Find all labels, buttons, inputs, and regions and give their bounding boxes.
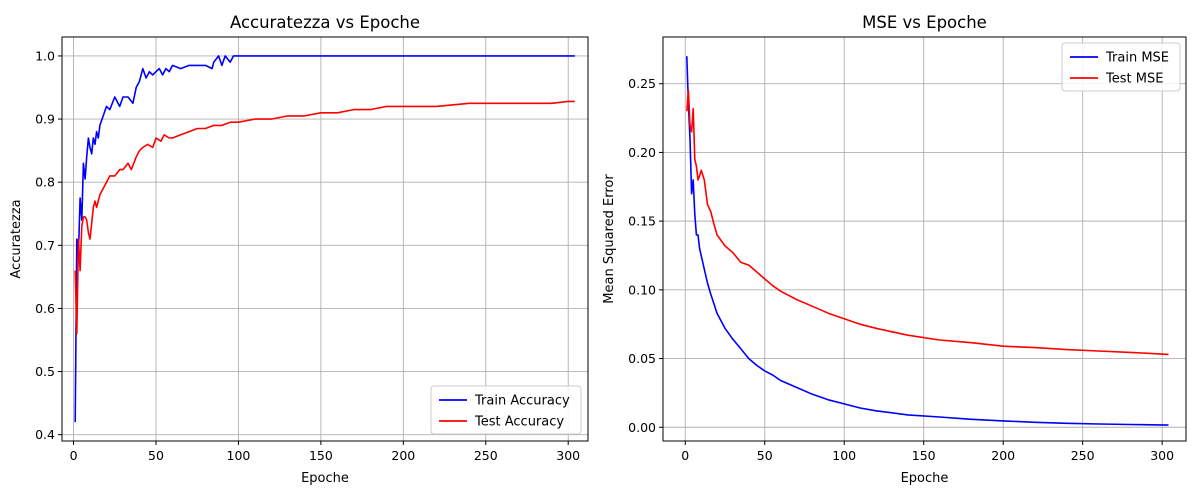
mse-y-tick-label: 0.20 [628, 145, 656, 160]
accuracy-x-tick-label: 150 [309, 448, 333, 463]
mse-legend: Train MSE Test MSE [1061, 42, 1181, 92]
mse-x-tick-label: 300 [1150, 448, 1174, 463]
accuracy-x-tick-label: 200 [391, 448, 415, 463]
accuracy-chart-title: Accuratezza vs Epoche [230, 13, 420, 32]
mse-y-tick-label: 0.15 [628, 214, 656, 229]
accuracy-x-axis-label: Epoche [301, 471, 349, 486]
accuracy-legend-box [430, 385, 582, 435]
accuracy-y-tick-label: 0.7 [35, 238, 55, 253]
accuracy-y-tick-label: 1.0 [35, 48, 55, 63]
mse-y-tick-label: 0.10 [628, 282, 656, 297]
mse-x-tick-label: 200 [991, 448, 1015, 463]
accuracy-series-line-train [74, 55, 575, 423]
mse-ticks: 0 50 100 150 200 250 300 0.00 0.05 0.10 0.15 0.20 0.… [628, 76, 1174, 463]
accuracy-y-tick-label: 0.4 [35, 427, 55, 442]
mse-y-tick-label: 0.25 [628, 76, 656, 91]
accuracy-ticks: 0 50 100 150 200 250 300 0.4 0.5 0.6 0.7 0.8 0.9 1.0 [35, 48, 580, 463]
accuracy-y-axis-label: Accuratezza [9, 199, 24, 278]
accuracy-y-tick-label: 0.6 [35, 301, 55, 316]
accuracy-y-tick-label: 0.8 [35, 175, 55, 190]
mse-grid [663, 37, 1186, 441]
accuracy-y-tick-label: 0.9 [35, 112, 55, 127]
accuracy-chart: 0 50 100 150 200 250 3000.40.50.60.70.80.91.0 … [9, 13, 589, 486]
mse-x-tick-label: 100 [832, 448, 856, 463]
accuracy-y-tick-label: 0.5 [35, 364, 55, 379]
accuracy-series-layer [74, 55, 575, 423]
mse-plot-frame [662, 36, 1187, 442]
mse-chart: 0 50 100 150 200 250 300 0.00 0.05 0.10 0.15 0.20 0.… [602, 13, 1187, 486]
accuracy-series-line-test [74, 100, 575, 335]
mse-legend-label: Train MSE [1105, 51, 1169, 66]
accuracy-legend-label: Train Accuracy [474, 394, 570, 409]
mse-y-axis-label: Mean Squared Error [602, 174, 617, 304]
mse-x-tick-label: 150 [912, 448, 936, 463]
accuracy-x-tick-label: 250 [474, 448, 498, 463]
mse-series-layer [686, 56, 1169, 426]
mse-legend-box [1061, 42, 1181, 92]
mse-chart-title: MSE vs Epoche [862, 13, 987, 32]
mse-legend-label: Test MSE [1105, 72, 1163, 87]
accuracy-x-tick-label: 50 [148, 448, 164, 463]
accuracy-legend-label: Test Accuracy [474, 415, 564, 430]
mse-x-tick-label: 50 [757, 448, 773, 463]
mse-y-tick-label: 0.00 [628, 420, 656, 435]
accuracy-plot-frame [61, 36, 589, 442]
mse-x-tick-label: 250 [1071, 448, 1095, 463]
mse-x-axis-label: Epoche [901, 471, 949, 486]
accuracy-legend: Train Accuracy Test Accuracy [430, 385, 582, 435]
accuracy-x-tick-label: 100 [227, 448, 251, 463]
accuracy-x-tick-label: 300 [556, 448, 580, 463]
mse-series-line-train [686, 56, 1169, 426]
mse-y-tick-label: 0.05 [628, 351, 656, 366]
mse-x-tick-label: 0 [681, 448, 689, 463]
mse-series-line-test [686, 89, 1169, 356]
accuracy-x-tick-label: 0 [70, 448, 78, 463]
